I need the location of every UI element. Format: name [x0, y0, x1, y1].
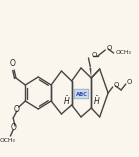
Text: H: H [64, 97, 70, 106]
Text: O: O [127, 79, 132, 85]
Text: O: O [106, 45, 112, 51]
FancyBboxPatch shape [74, 89, 89, 99]
Text: ·: · [65, 90, 69, 103]
Text: H: H [94, 97, 100, 106]
Text: O: O [91, 52, 97, 58]
Text: OCH₃: OCH₃ [116, 49, 131, 54]
Text: OCH₃: OCH₃ [0, 138, 15, 143]
Text: O: O [10, 124, 16, 133]
Text: ABC: ABC [76, 92, 87, 97]
Text: O: O [14, 105, 20, 114]
Polygon shape [89, 68, 91, 78]
Text: O: O [114, 82, 119, 88]
Text: O: O [9, 60, 15, 68]
Text: ·: · [95, 90, 99, 103]
